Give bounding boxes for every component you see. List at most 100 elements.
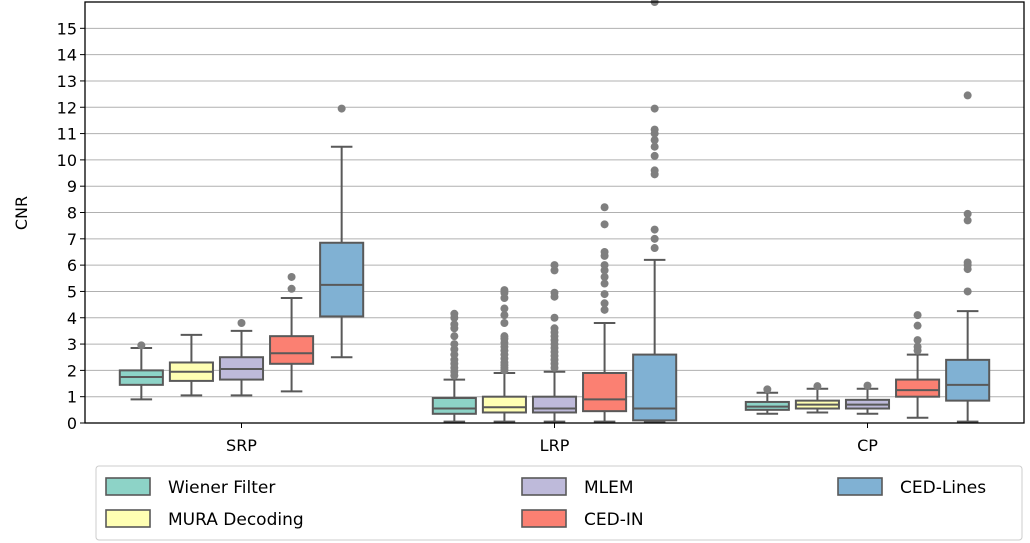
outlier-point xyxy=(550,261,559,270)
box-wiener-filter-srp xyxy=(118,341,164,401)
y-tick-label: 2 xyxy=(67,361,77,380)
outlier-point xyxy=(500,286,509,295)
outlier-point xyxy=(450,309,459,318)
outlier-point xyxy=(500,332,509,341)
outlier-point xyxy=(137,341,146,350)
outlier-point xyxy=(287,272,296,281)
outlier-point xyxy=(550,324,559,333)
outlier-point xyxy=(550,313,559,322)
box-iqr xyxy=(582,372,628,413)
outlier-point xyxy=(650,234,659,243)
outlier-point xyxy=(650,244,659,253)
legend: Wiener Filter MURA Decoding MLEM CED-IN CED-… xyxy=(95,465,1023,541)
y-tick-label: 9 xyxy=(67,177,77,196)
x-tick-label: SRP xyxy=(226,436,257,455)
outlier-point xyxy=(550,288,559,297)
outlier-point xyxy=(963,91,972,100)
box-mura-decoding-srp xyxy=(168,333,214,397)
box-series xyxy=(118,0,991,423)
box-mlem-cp xyxy=(844,381,891,415)
outlier-point xyxy=(600,272,609,281)
x-tick-label: LRP xyxy=(540,436,570,455)
outlier-point xyxy=(600,290,609,299)
x-tick-label: CP xyxy=(857,436,878,455)
outlier-point xyxy=(600,220,609,229)
outlier-point xyxy=(913,311,922,320)
box-mura-decoding-lrp xyxy=(481,286,527,423)
box-ced-in-cp xyxy=(895,311,941,419)
y-tick-label: 3 xyxy=(67,335,77,354)
box-iqr xyxy=(895,378,941,398)
box-ced-in-lrp xyxy=(582,203,628,423)
y-tick-label: 10 xyxy=(57,151,77,170)
legend-label: CED-IN xyxy=(584,510,644,530)
outlier-point xyxy=(913,336,922,345)
outlier-point xyxy=(650,104,659,113)
outlier-point xyxy=(500,319,509,328)
legend-swatch xyxy=(105,477,151,496)
outlier-point xyxy=(963,216,972,225)
box-ced-lines-lrp xyxy=(632,0,678,423)
legend-swatch xyxy=(105,509,151,528)
box-mlem-srp xyxy=(218,319,265,397)
outlier-point xyxy=(913,321,922,330)
outlier-point xyxy=(650,142,659,151)
outlier-point xyxy=(963,258,972,267)
outlier-point xyxy=(600,247,609,256)
outlier-point xyxy=(813,382,822,391)
y-tick-label: 0 xyxy=(67,414,77,433)
legend-swatch xyxy=(521,477,567,496)
y-tick-label: 12 xyxy=(57,98,77,117)
y-tick-label: 7 xyxy=(67,230,77,249)
legend-label: Wiener Filter xyxy=(168,478,275,498)
outlier-point xyxy=(450,332,459,341)
box-mura-decoding-cp xyxy=(794,382,840,414)
outlier-point xyxy=(500,311,509,320)
box-iqr xyxy=(431,397,477,415)
box-iqr xyxy=(945,358,991,402)
box-wiener-filter-lrp xyxy=(431,309,477,423)
outlier-point xyxy=(600,279,609,288)
legend-label: CED-Lines xyxy=(900,478,986,498)
y-tick-label: 6 xyxy=(67,256,77,275)
outlier-point xyxy=(450,320,459,329)
outlier-point xyxy=(237,319,246,328)
outlier-point xyxy=(600,203,609,212)
box-ced-in-srp xyxy=(269,272,315,393)
outlier-point xyxy=(763,385,772,394)
x-axis: SRP LRP CP xyxy=(226,423,878,455)
outlier-point xyxy=(650,225,659,234)
box-iqr xyxy=(632,353,678,422)
outlier-point xyxy=(650,151,659,160)
y-tick-label: 8 xyxy=(67,204,77,223)
y-tick-label: 4 xyxy=(67,309,77,328)
outlier-point xyxy=(450,340,459,349)
outlier-point xyxy=(600,299,609,308)
legend-swatch xyxy=(837,477,883,496)
y-tick-label: 1 xyxy=(67,388,77,407)
box-iqr xyxy=(319,241,365,318)
outlier-point xyxy=(650,136,659,145)
box-mlem-lrp xyxy=(531,261,578,423)
y-axis-label: CNR xyxy=(12,196,31,230)
outlier-point xyxy=(650,125,659,134)
box-iqr xyxy=(481,395,527,414)
outlier-point xyxy=(600,261,609,270)
legend-swatch xyxy=(521,509,567,528)
outlier-point xyxy=(650,166,659,175)
legend-label: MLEM xyxy=(584,478,634,498)
box-ced-lines-srp xyxy=(319,104,365,359)
box-ced-lines-cp xyxy=(945,91,991,423)
legend-label: MURA Decoding xyxy=(168,510,304,530)
outlier-point xyxy=(600,305,609,314)
legend-frame xyxy=(95,465,1023,541)
outlier-point xyxy=(650,0,659,6)
box-iqr xyxy=(531,395,578,414)
box-wiener-filter-cp xyxy=(744,385,790,415)
y-tick-label: 5 xyxy=(67,282,77,301)
outlier-point xyxy=(963,287,972,296)
y-tick-label: 13 xyxy=(57,72,77,91)
outlier-point xyxy=(913,342,922,351)
